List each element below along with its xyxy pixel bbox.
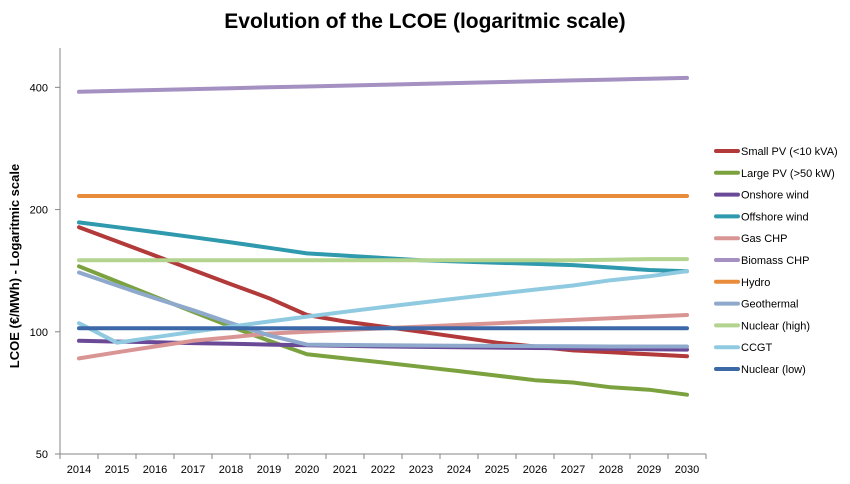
x-tick-labels: 2014 2015 2016 2017 2018 2019 2020 2021 2022 2023… <box>67 464 699 476</box>
series-lines <box>77 75 689 397</box>
x-tick-label: 2016 <box>143 464 167 476</box>
y-tick-label: 400 <box>30 82 48 94</box>
legend-label: Gas CHP <box>741 233 787 245</box>
chart-title: Evolution of the LCOE (logaritmic scale) <box>224 10 625 33</box>
x-tick-label: 2030 <box>675 464 699 476</box>
x-tick-label: 2022 <box>371 464 395 476</box>
axes <box>55 48 707 459</box>
legend-label: Large PV (>50 kW) <box>741 168 835 180</box>
series-line <box>77 269 689 345</box>
y-tick-label: 200 <box>30 205 48 217</box>
legend-label: Onshore wind <box>741 190 809 202</box>
x-tick-label: 2024 <box>447 464 471 476</box>
x-tick-label: 2017 <box>181 464 205 476</box>
series-line <box>77 270 689 349</box>
x-tick-label: 2015 <box>105 464 129 476</box>
y-tick-label: 50 <box>36 449 48 461</box>
x-tick-label: 2027 <box>561 464 585 476</box>
series-line <box>77 75 689 94</box>
legend-label: CCGT <box>741 342 772 354</box>
x-tick-label: 2014 <box>67 464 91 476</box>
legend-label: Nuclear (high) <box>741 320 810 332</box>
series-line <box>77 220 689 274</box>
series-line <box>77 264 689 397</box>
legend-label: Offshore wind <box>741 211 809 223</box>
legend-label: Geothermal <box>741 299 798 311</box>
y-tick-label: 100 <box>30 327 48 339</box>
x-tick-label: 2026 <box>523 464 547 476</box>
x-tick-label: 2019 <box>257 464 281 476</box>
x-tick-label: 2029 <box>637 464 661 476</box>
x-tick-label: 2025 <box>485 464 509 476</box>
legend-label: Small PV (<10 kVA) <box>741 146 838 158</box>
x-tick-label: 2021 <box>333 464 357 476</box>
x-tick-label: 2020 <box>295 464 319 476</box>
y-tick-labels: 50 100 200 400 <box>30 82 48 461</box>
y-axis-label: LCOE (€/MWh) - Logaritmic scale <box>7 164 22 368</box>
legend-label: Hydro <box>741 277 770 289</box>
x-tick-label: 2018 <box>219 464 243 476</box>
x-tick-label: 2023 <box>409 464 433 476</box>
legend: Small PV (<10 kVA) Large PV (>50 kW) Onsho… <box>714 146 838 376</box>
x-tick-label: 2028 <box>599 464 623 476</box>
series-line <box>77 257 689 263</box>
legend-label: Biomass CHP <box>741 255 809 267</box>
legend-label: Nuclear (low) <box>741 364 806 376</box>
